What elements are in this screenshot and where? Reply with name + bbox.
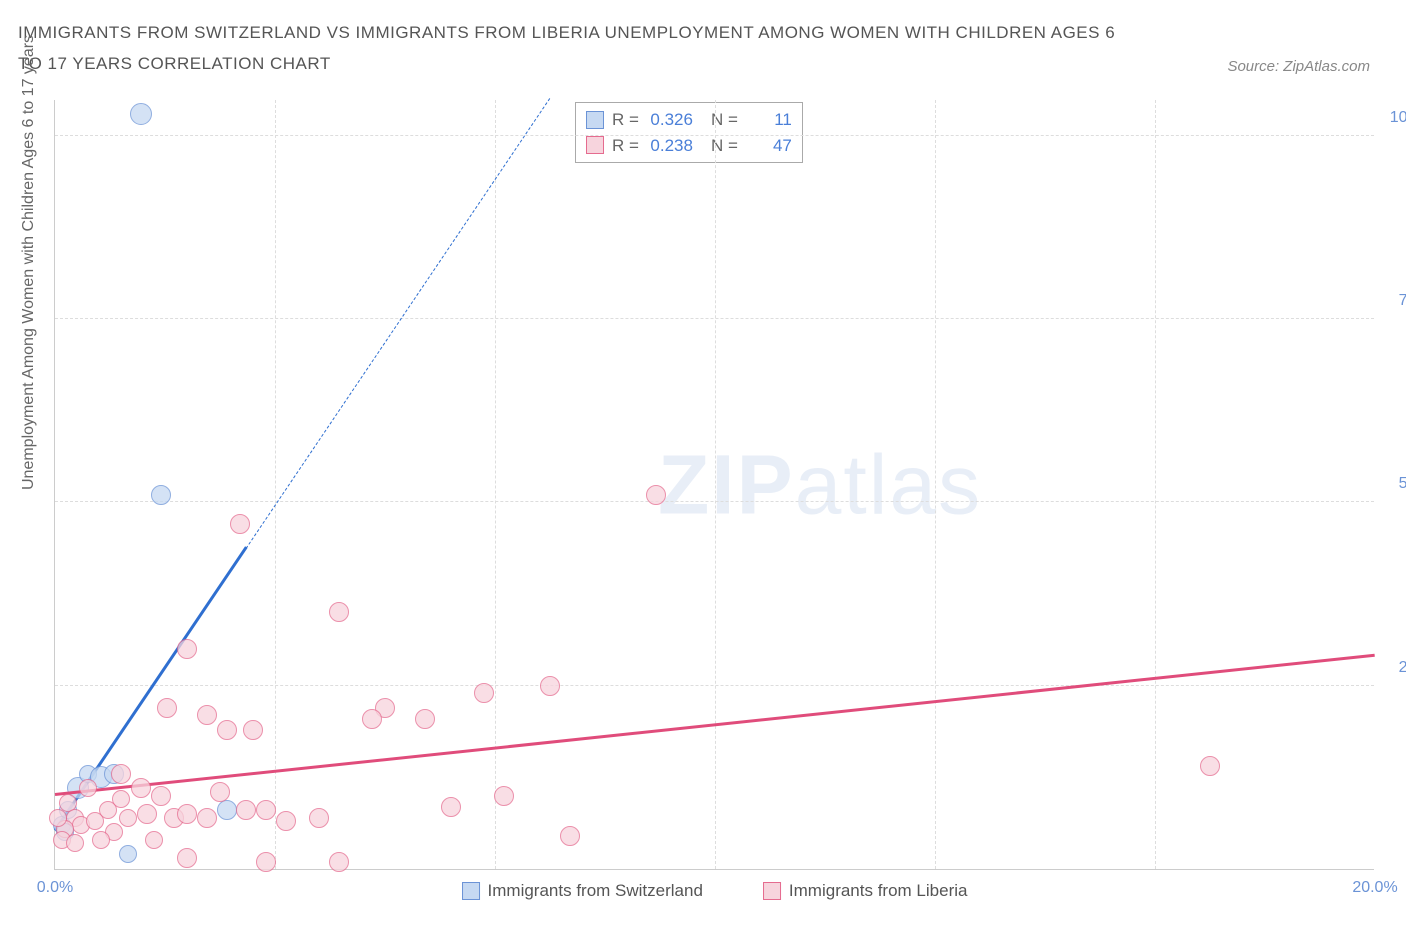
n-value: 47: [746, 133, 792, 159]
r-label: R =: [612, 133, 639, 159]
scatter-point: [145, 831, 163, 849]
scatter-point: [49, 809, 67, 827]
scatter-point: [560, 826, 580, 846]
y-axis-label: Unemployment Among Women with Children A…: [20, 35, 38, 490]
n-value: 11: [746, 107, 792, 133]
scatter-point: [151, 786, 171, 806]
watermark-light: atlas: [795, 437, 982, 531]
chart-title: IMMIGRANTS FROM SWITZERLAND VS IMMIGRANT…: [18, 18, 1118, 79]
scatter-point: [230, 514, 250, 534]
scatter-point: [309, 808, 329, 828]
legend-swatch: [462, 882, 480, 900]
scatter-point: [66, 834, 84, 852]
scatter-point: [130, 103, 152, 125]
scatter-point: [474, 683, 494, 703]
chart-plot-area: ZIPatlas R =0.326N =11R =0.238N =47 Immi…: [54, 100, 1374, 870]
legend-item: Immigrants from Switzerland: [462, 881, 703, 901]
scatter-point: [256, 800, 276, 820]
scatter-point: [197, 808, 217, 828]
scatter-point: [197, 705, 217, 725]
scatter-point: [177, 804, 197, 824]
scatter-point: [415, 709, 435, 729]
series-legend: Immigrants from Switzerland Immigrants fr…: [462, 881, 968, 901]
scatter-point: [362, 709, 382, 729]
scatter-point: [119, 809, 137, 827]
scatter-point: [494, 786, 514, 806]
scatter-point: [217, 800, 237, 820]
y-tick-label: 100.0%: [1384, 109, 1406, 127]
y-tick-label: 75.0%: [1384, 292, 1406, 310]
watermark-bold: ZIP: [658, 437, 795, 531]
gridline-v: [715, 100, 716, 869]
stats-legend: R =0.326N =11R =0.238N =47: [575, 102, 803, 163]
gridline-v: [495, 100, 496, 869]
scatter-point: [1200, 756, 1220, 776]
scatter-point: [540, 676, 560, 696]
scatter-point: [236, 800, 256, 820]
r-label: R =: [612, 107, 639, 133]
scatter-point: [177, 639, 197, 659]
x-tick-label: 20.0%: [1352, 879, 1397, 897]
legend-swatch: [586, 111, 604, 129]
r-value: 0.238: [647, 133, 693, 159]
scatter-point: [151, 485, 171, 505]
scatter-point: [92, 831, 110, 849]
scatter-point: [112, 790, 130, 808]
scatter-point: [646, 485, 666, 505]
scatter-point: [329, 602, 349, 622]
r-value: 0.326: [647, 107, 693, 133]
scatter-point: [131, 778, 151, 798]
stats-legend-row: R =0.326N =11: [586, 107, 792, 133]
legend-swatch: [586, 136, 604, 154]
scatter-point: [217, 720, 237, 740]
legend-swatch: [763, 882, 781, 900]
stats-legend-row: R =0.238N =47: [586, 133, 792, 159]
legend-label: Immigrants from Liberia: [789, 881, 968, 901]
gridline-v: [275, 100, 276, 869]
source-label: Source: ZipAtlas.com: [1227, 58, 1370, 75]
scatter-point: [329, 852, 349, 872]
trend-line: [246, 98, 550, 548]
scatter-point: [119, 845, 137, 863]
x-tick-label: 0.0%: [37, 879, 73, 897]
scatter-point: [243, 720, 263, 740]
y-tick-label: 50.0%: [1384, 475, 1406, 493]
legend-item: Immigrants from Liberia: [763, 881, 968, 901]
watermark: ZIPatlas: [658, 436, 982, 533]
gridline-v: [1155, 100, 1156, 869]
scatter-point: [256, 852, 276, 872]
legend-label: Immigrants from Switzerland: [488, 881, 703, 901]
scatter-point: [157, 698, 177, 718]
gridline-v: [935, 100, 936, 869]
scatter-point: [210, 782, 230, 802]
scatter-point: [111, 764, 131, 784]
scatter-point: [441, 797, 461, 817]
y-tick-label: 25.0%: [1384, 659, 1406, 677]
scatter-point: [137, 804, 157, 824]
scatter-point: [177, 848, 197, 868]
scatter-point: [276, 811, 296, 831]
scatter-point: [79, 779, 97, 797]
